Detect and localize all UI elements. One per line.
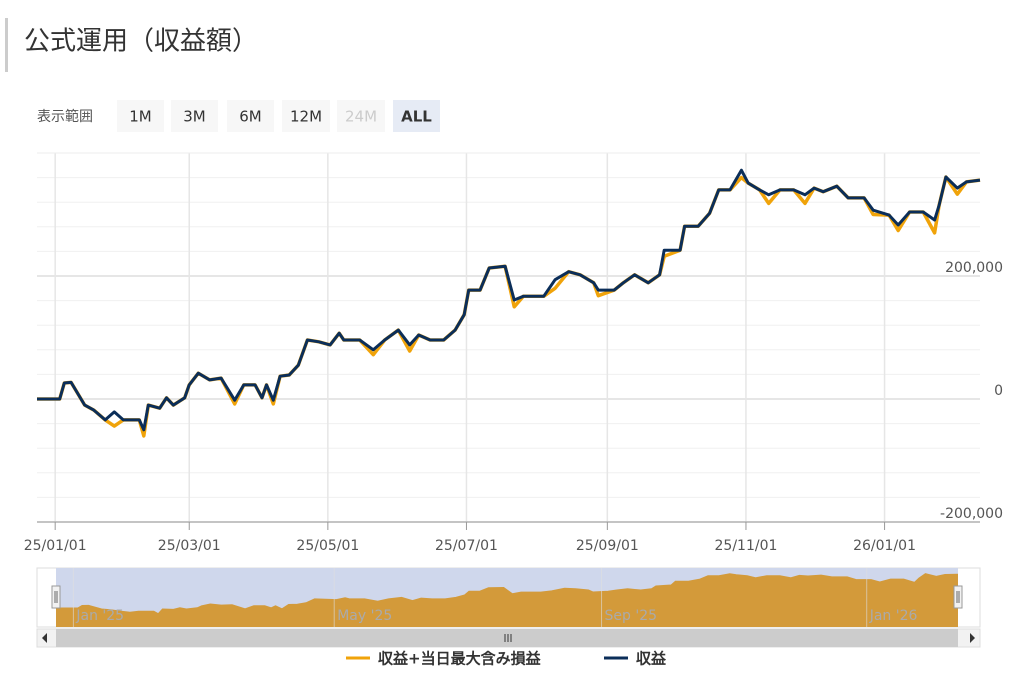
y-tick-label: 200,000 (945, 260, 1003, 276)
x-tick-label: 25/05/01 (296, 538, 359, 554)
range-button[interactable] (227, 100, 274, 132)
range-label: 表示範囲 (37, 108, 93, 125)
x-tick-label: 25/09/01 (576, 538, 639, 554)
navigator-label: May '25 (337, 608, 392, 624)
x-tick-label: 26/01/01 (853, 538, 916, 554)
legend-label[interactable]: 収益 (636, 650, 667, 668)
legend-label[interactable]: 収益+当日最大含み損益 (378, 650, 542, 668)
range-button[interactable] (282, 100, 330, 132)
range-button[interactable] (171, 100, 218, 132)
range-button[interactable] (393, 100, 440, 132)
scroll-right[interactable] (970, 633, 975, 643)
navigator-line (56, 573, 959, 615)
navigator-label: Jan '26 (869, 608, 918, 624)
title-bar (5, 18, 8, 72)
navigator-area-fill (56, 573, 958, 627)
page-title: 公式運用（収益額） (24, 27, 258, 57)
range-button-label[interactable]: ALL (401, 108, 432, 126)
range-button-label[interactable]: 6M (239, 108, 262, 126)
range-button[interactable] (117, 100, 164, 132)
navigator-handle[interactable] (953, 585, 963, 609)
navigator-label: Jan '25 (75, 608, 124, 624)
series-line (37, 175, 981, 438)
scrollbar-thumb[interactable] (56, 629, 958, 647)
range-button-label[interactable]: 1M (129, 108, 152, 126)
range-button-label[interactable]: 12M (290, 108, 322, 126)
navigator-label: Sep '25 (605, 608, 658, 624)
x-tick-label: 25/01/01 (24, 538, 87, 554)
y-tick-label: 0 (994, 383, 1003, 399)
x-tick-label: 25/07/01 (435, 538, 498, 554)
x-tick-label: 25/03/01 (158, 538, 221, 554)
y-tick-label: -200,000 (940, 506, 1003, 522)
range-button-label: 24M (345, 108, 377, 126)
series-line (37, 168, 981, 432)
scroll-left[interactable] (42, 633, 47, 643)
range-button-label[interactable]: 3M (183, 108, 206, 126)
x-tick-label: 25/11/01 (715, 538, 778, 554)
navigator-handle[interactable] (51, 585, 61, 609)
range-button (337, 100, 385, 132)
